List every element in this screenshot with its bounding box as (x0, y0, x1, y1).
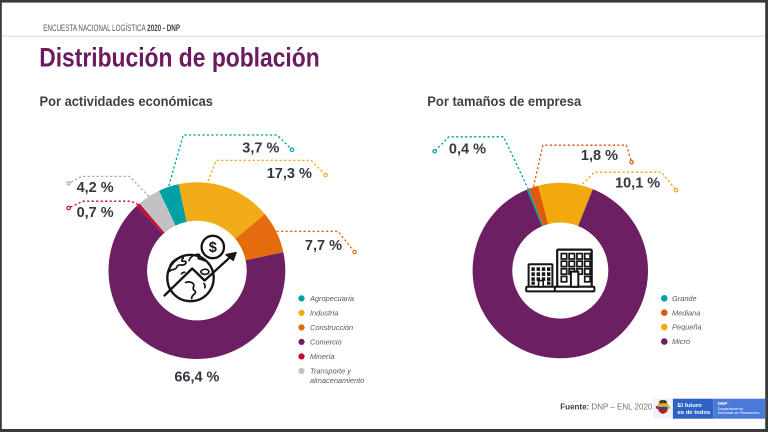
svg-text:ENCUESTA NACIONAL LOGÍSTICA 20: ENCUESTA NACIONAL LOGÍSTICA 2020 - DNP (43, 23, 180, 33)
svg-text:Minería: Minería (310, 352, 335, 361)
svg-text:Fuente: DNP – ENL 2020: Fuente: DNP – ENL 2020 (560, 403, 653, 412)
svg-text:Mediana: Mediana (672, 308, 700, 317)
svg-text:almacenamiento: almacenamiento (310, 376, 364, 385)
svg-text:10,1 %: 10,1 % (615, 176, 660, 192)
svg-text:es de todos: es de todos (678, 410, 711, 416)
svg-text:Por actividades económicas: Por actividades económicas (40, 93, 213, 109)
svg-text:Pequeña: Pequeña (672, 323, 702, 332)
svg-text:Departamento: Departamento (718, 406, 744, 411)
svg-text:Grande: Grande (672, 294, 697, 303)
svg-text:Agropecuaria: Agropecuaria (309, 294, 354, 303)
svg-text:El futuro: El futuro (678, 403, 703, 409)
svg-text:Distribución de población: Distribución de población (39, 43, 319, 73)
svg-text:$: $ (209, 240, 217, 256)
svg-text:66,4 %: 66,4 % (174, 370, 219, 386)
svg-text:Comercio: Comercio (310, 338, 342, 347)
svg-text:1,8 %: 1,8 % (581, 148, 618, 164)
svg-text:Micro: Micro (672, 337, 690, 346)
svg-text:0,4 %: 0,4 % (449, 142, 486, 158)
svg-text:17,3 %: 17,3 % (267, 166, 312, 182)
svg-text:Industria: Industria (310, 309, 338, 318)
svg-text:DNP: DNP (718, 401, 728, 406)
svg-text:4,2 %: 4,2 % (77, 180, 114, 196)
svg-text:0,7 %: 0,7 % (77, 205, 114, 221)
svg-text:Transporte y: Transporte y (310, 367, 352, 376)
svg-text:Construcción: Construcción (310, 323, 353, 332)
svg-text:7,7 %: 7,7 % (305, 238, 342, 254)
svg-text:Por tamaños de empresa: Por tamaños de empresa (427, 93, 581, 109)
svg-text:3,7 %: 3,7 % (242, 141, 279, 157)
svg-text:Nacional de Planeación: Nacional de Planeación (718, 410, 760, 415)
